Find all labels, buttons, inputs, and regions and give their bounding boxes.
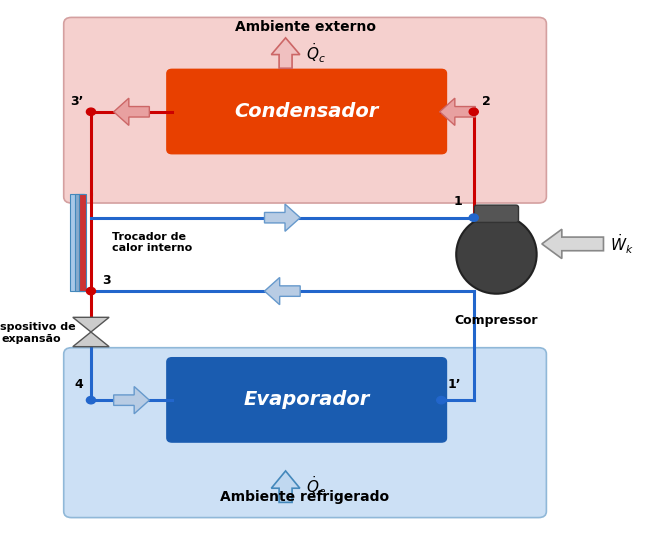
FancyBboxPatch shape — [64, 18, 546, 203]
Polygon shape — [271, 471, 300, 502]
FancyBboxPatch shape — [475, 205, 518, 223]
Polygon shape — [114, 386, 150, 414]
Circle shape — [469, 108, 478, 116]
Text: 2: 2 — [481, 95, 491, 108]
Polygon shape — [542, 229, 604, 258]
Text: 1’: 1’ — [448, 378, 461, 391]
Polygon shape — [265, 204, 300, 231]
Polygon shape — [440, 98, 475, 125]
Circle shape — [87, 396, 95, 404]
Circle shape — [87, 108, 95, 116]
FancyBboxPatch shape — [167, 70, 446, 154]
Text: Ambiente refrigerado: Ambiente refrigerado — [220, 491, 390, 505]
Circle shape — [437, 396, 446, 404]
Ellipse shape — [456, 215, 537, 294]
FancyBboxPatch shape — [167, 358, 446, 442]
Text: $\dot{W}_k$: $\dot{W}_k$ — [610, 232, 634, 256]
Polygon shape — [114, 98, 150, 125]
Text: Dispositivo de
expansão: Dispositivo de expansão — [0, 322, 75, 344]
Text: 1: 1 — [453, 195, 462, 208]
Text: Condensador: Condensador — [234, 102, 379, 121]
Text: 3: 3 — [103, 274, 111, 287]
Polygon shape — [73, 317, 109, 332]
Text: $\dot{Q}_c$: $\dot{Q}_c$ — [307, 41, 326, 65]
Text: Compressor: Compressor — [455, 314, 538, 327]
Circle shape — [469, 214, 478, 221]
Bar — [75, 194, 85, 291]
Text: Evaporador: Evaporador — [244, 391, 370, 409]
Text: 4: 4 — [74, 378, 83, 391]
Text: Trocador de
calor interno: Trocador de calor interno — [112, 232, 192, 253]
Bar — [79, 194, 86, 291]
Text: $\dot{Q}_e$: $\dot{Q}_e$ — [307, 475, 326, 499]
Polygon shape — [271, 38, 300, 68]
Text: Ambiente externo: Ambiente externo — [234, 20, 375, 34]
Text: 3’: 3’ — [70, 95, 83, 108]
Polygon shape — [73, 332, 109, 347]
Polygon shape — [265, 278, 300, 305]
Bar — [70, 194, 85, 291]
Circle shape — [87, 287, 95, 295]
FancyBboxPatch shape — [64, 348, 546, 517]
